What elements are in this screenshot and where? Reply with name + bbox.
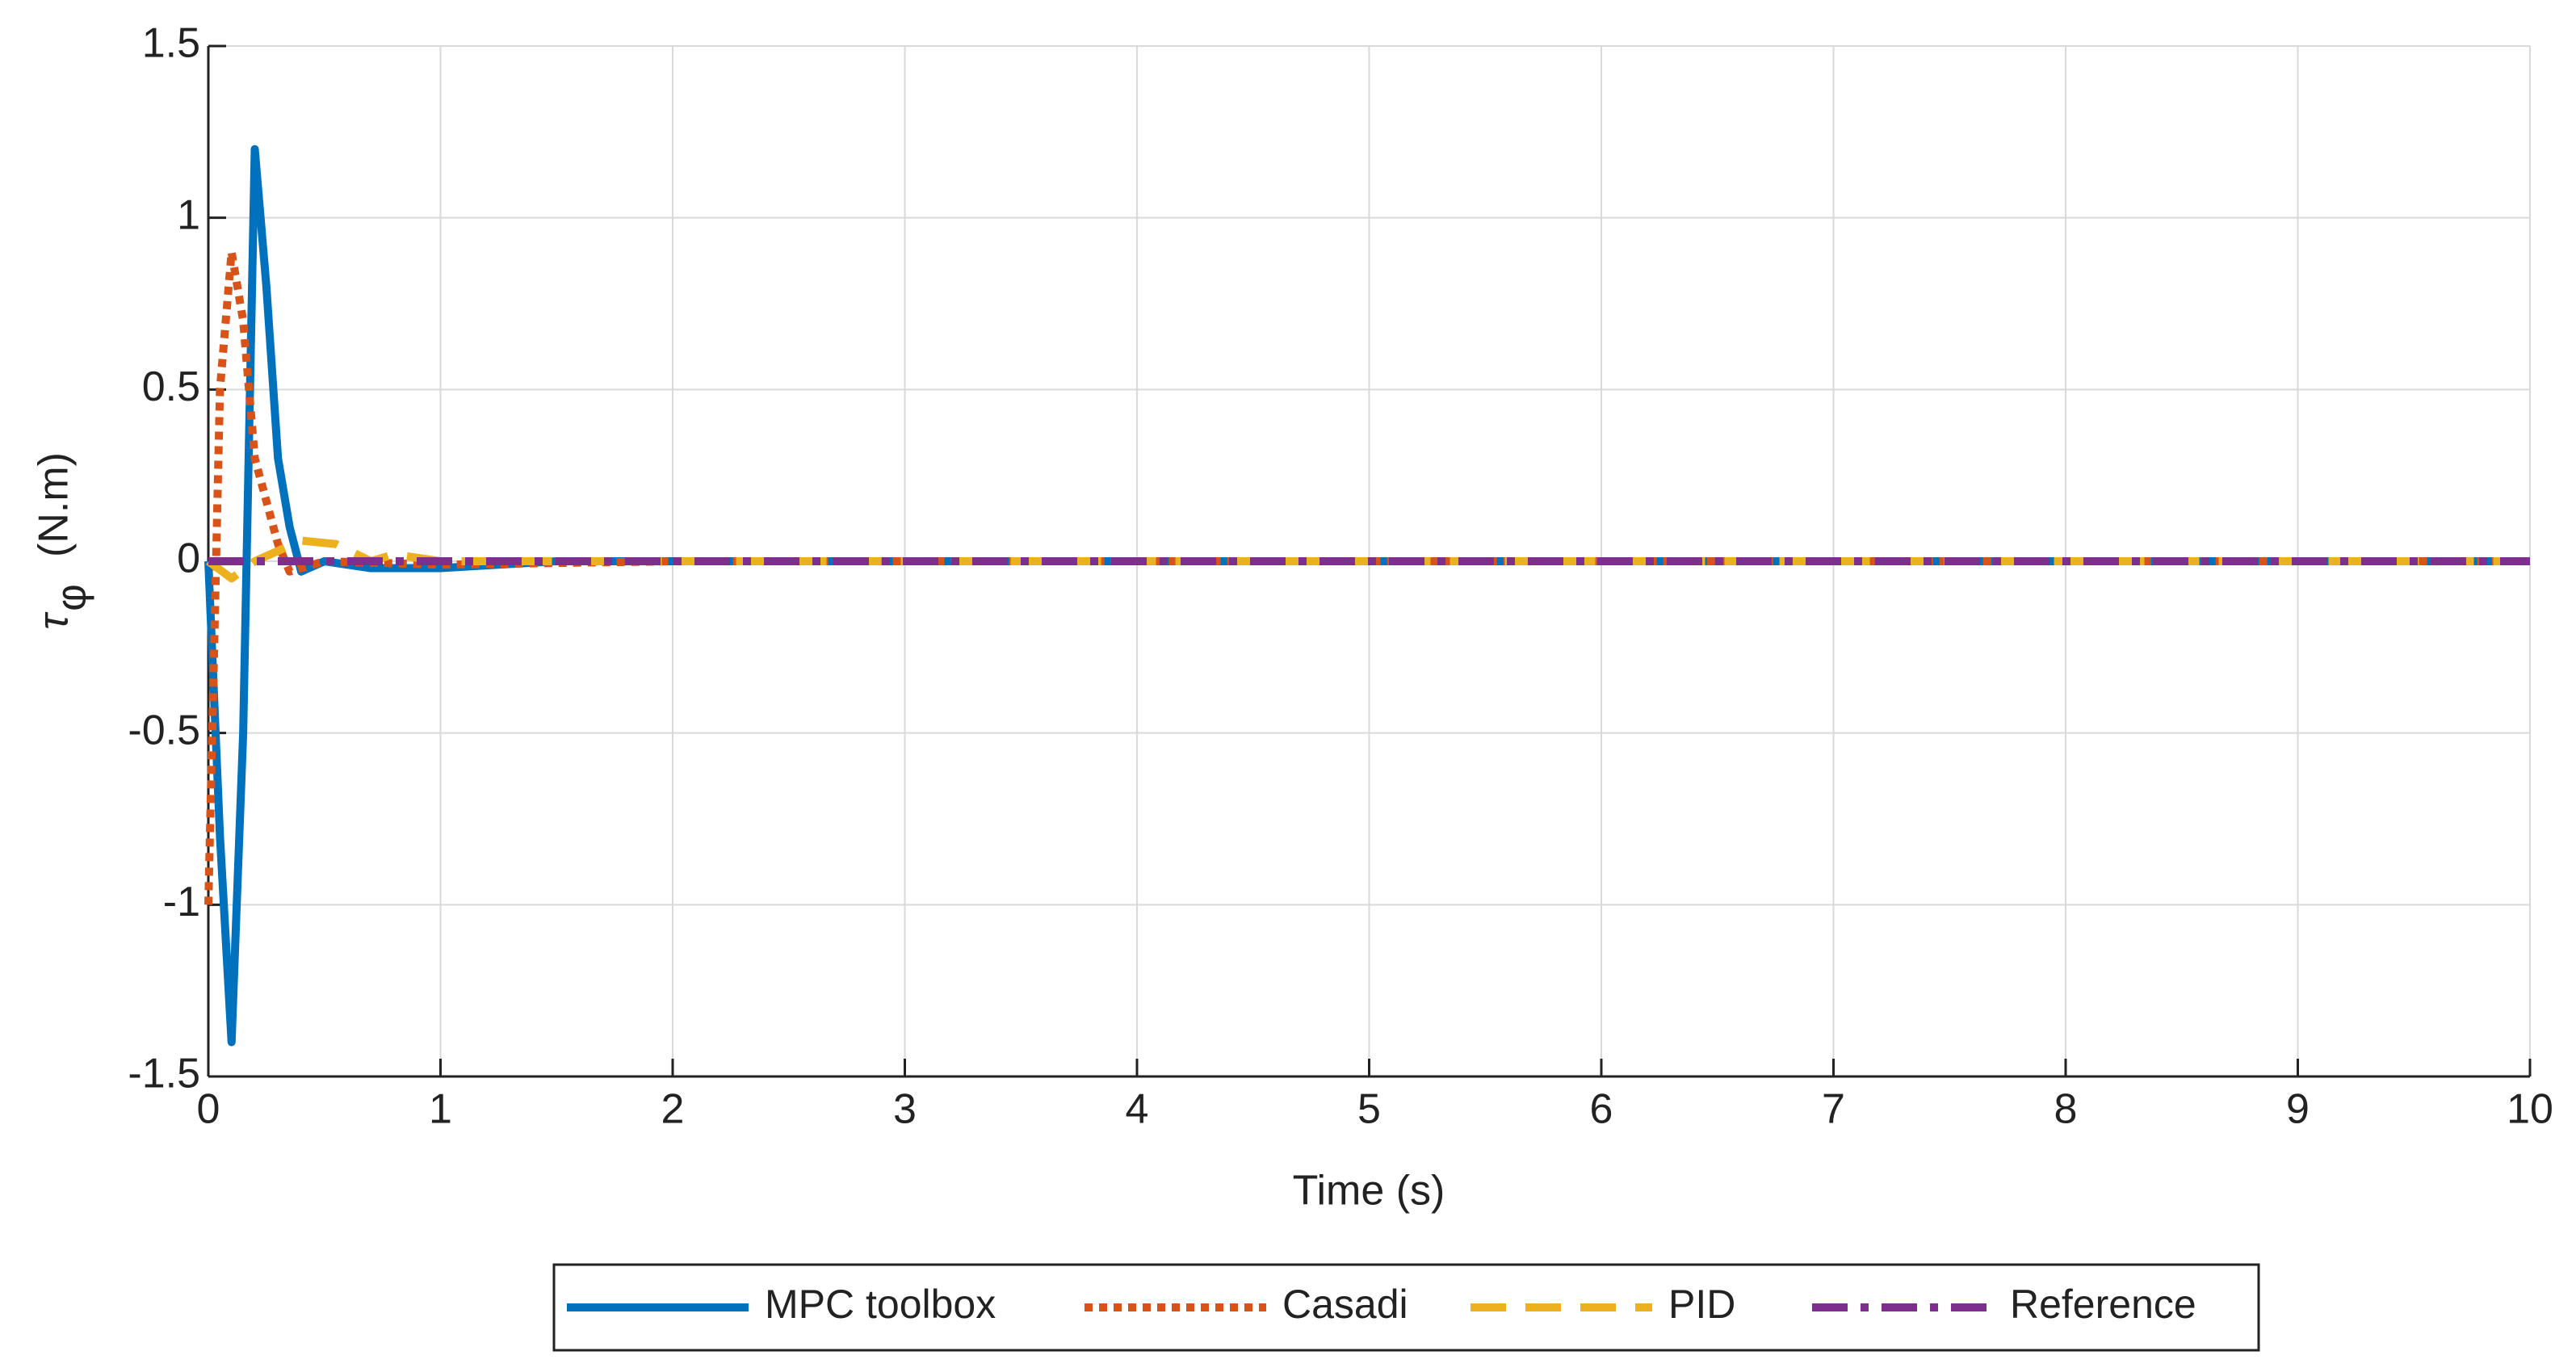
x-tick-label: 4: [1126, 1086, 1149, 1133]
y-tick-label: 1.5: [142, 20, 200, 67]
x-tick-label: 2: [661, 1086, 685, 1133]
y-tick-label: -1: [163, 879, 200, 925]
y-axis-label: τ φ (N.m): [31, 452, 95, 630]
y-tick-label: -1.5: [128, 1051, 200, 1097]
legend: MPC toolbox Casadi PID Reference: [552, 1263, 2260, 1352]
y-tick-label: 1: [177, 191, 200, 238]
x-tick-label: 7: [1822, 1086, 1845, 1133]
y-tick-label: -0.5: [128, 707, 200, 753]
x-tick-label: 9: [2286, 1086, 2310, 1133]
x-tick-label: 3: [893, 1086, 917, 1133]
x-tick-label: 5: [1357, 1086, 1381, 1133]
x-tick-label: 1: [429, 1086, 452, 1133]
x-tick-label: 0: [197, 1086, 220, 1133]
legend-label: MPC toolbox: [765, 1282, 996, 1327]
x-tick-label: 6: [1590, 1086, 1613, 1133]
legend-label: Casadi: [1282, 1282, 1408, 1327]
x-tick-label: 10: [2507, 1086, 2553, 1133]
x-axis-label: Time (s): [1293, 1168, 1445, 1215]
legend-label: Reference: [2010, 1282, 2196, 1327]
y-label-subscript: φ: [48, 584, 95, 611]
y-tick-label: 0: [177, 535, 200, 582]
y-label-unit: (N.m): [31, 452, 78, 557]
x-tick-label: 8: [2054, 1086, 2078, 1133]
legend-label: PID: [1668, 1282, 1735, 1327]
y-label-symbol: τ: [31, 611, 78, 630]
y-tick-label: 0.5: [142, 363, 200, 410]
